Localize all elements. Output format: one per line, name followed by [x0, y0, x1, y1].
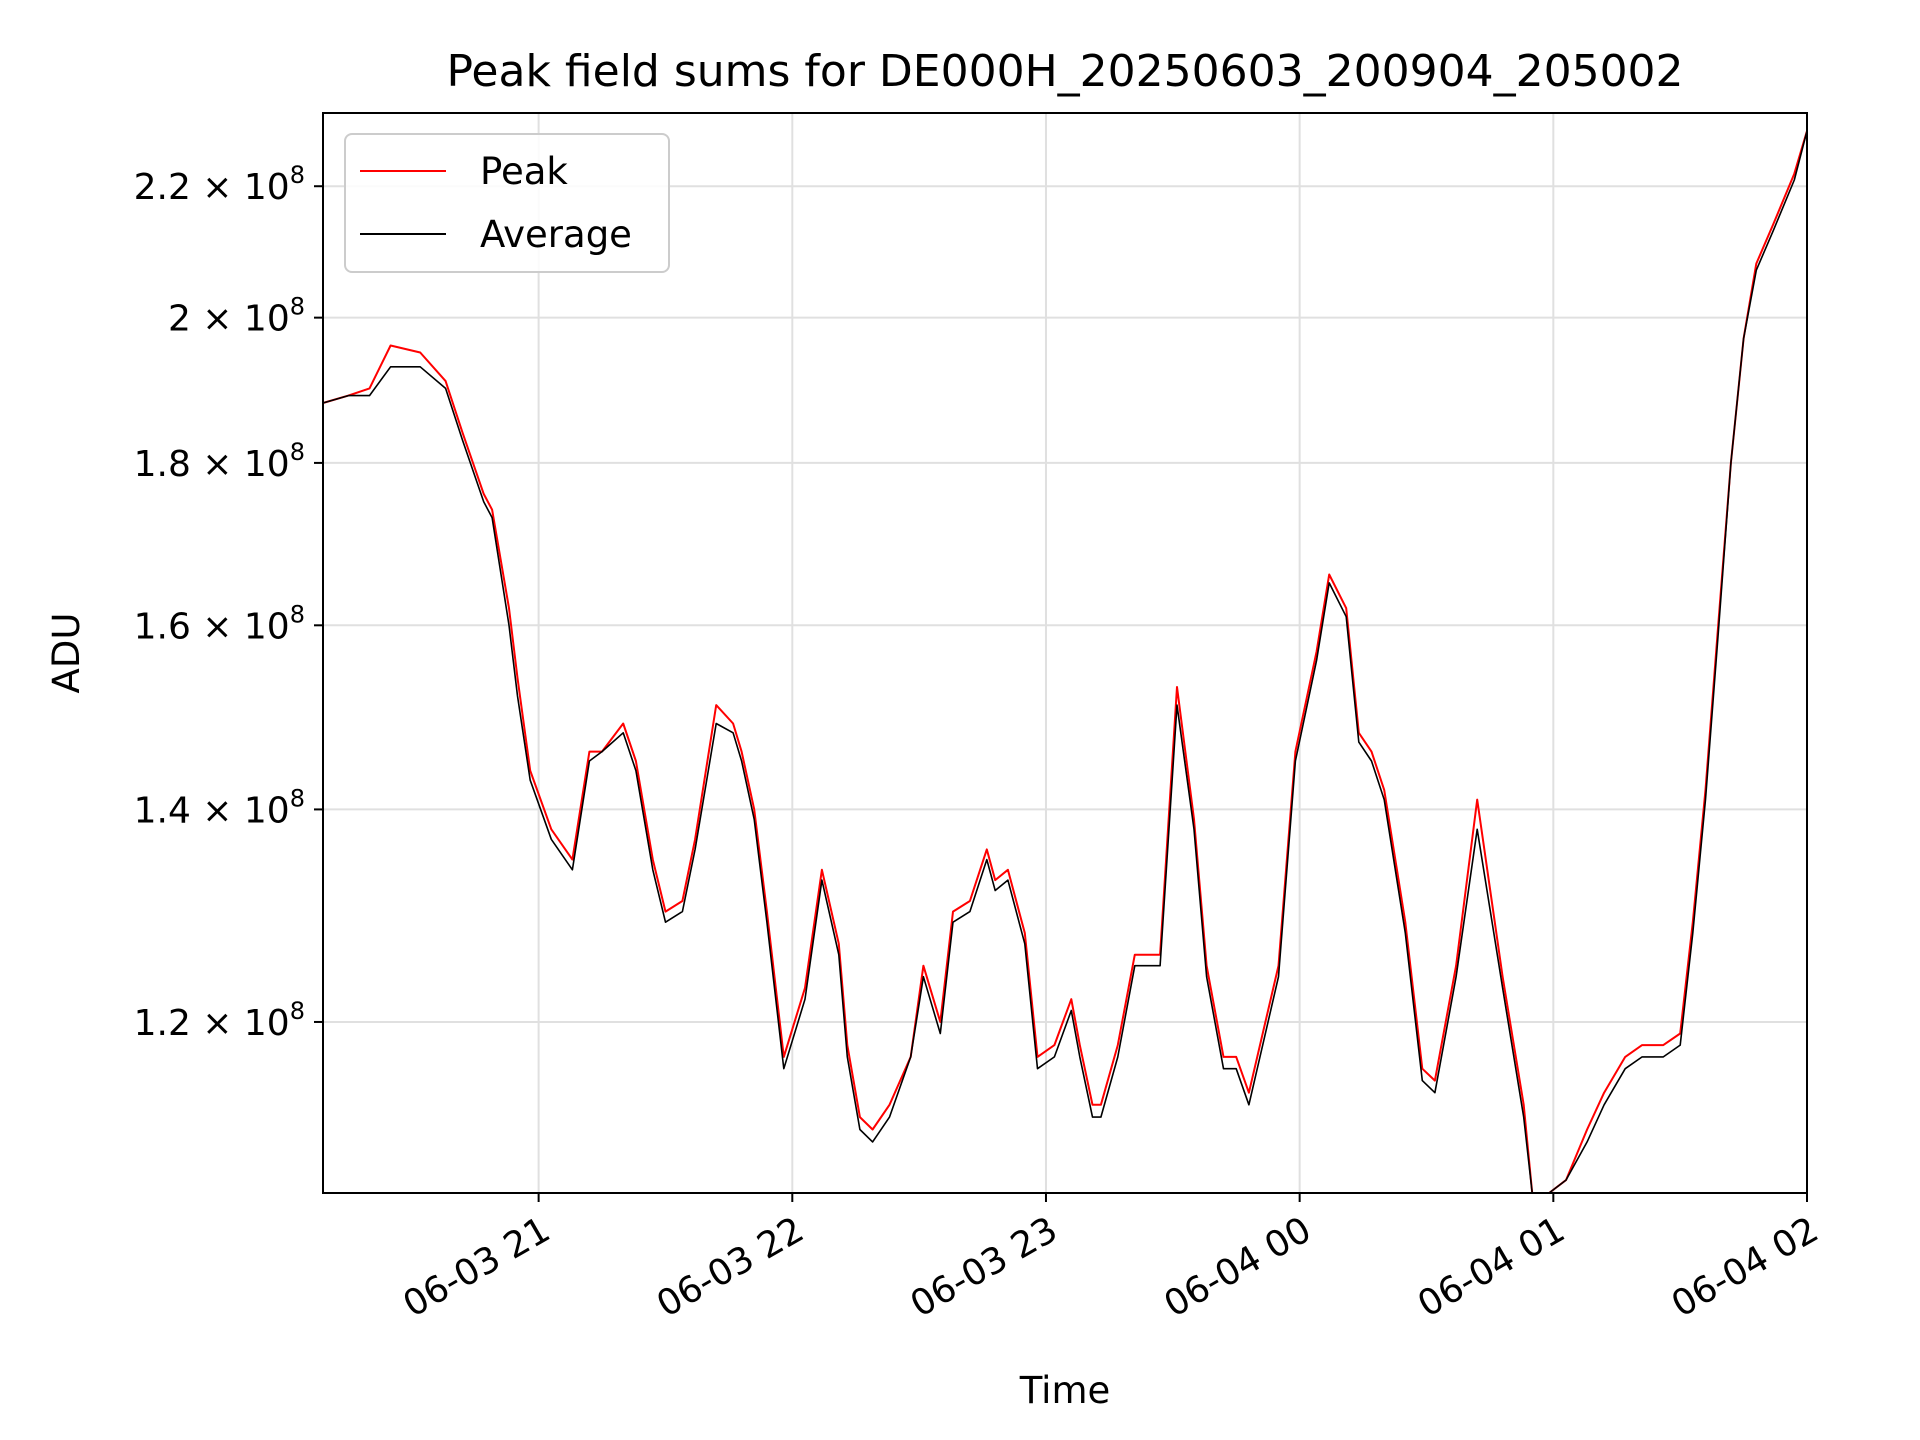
series-line-average: [322, 130, 1808, 1194]
x-axis-label: Time: [1019, 1369, 1111, 1412]
y-tick-label: 1.8 × 108: [134, 438, 305, 485]
y-tick-label: 1.6 × 108: [134, 600, 305, 647]
series-lines: [322, 130, 1808, 1194]
legend-label-average: Average: [480, 213, 632, 256]
plot-frame: [322, 112, 1808, 1194]
y-tick-label: 2 × 108: [168, 293, 305, 340]
legend-label-peak: Peak: [480, 150, 568, 193]
legend: Peak Average: [344, 133, 670, 273]
y-axis-label: ADU: [45, 613, 88, 694]
y-tick-label: 2.2 × 108: [134, 161, 305, 208]
legend-box: [344, 133, 670, 273]
chart-title: Peak field sums for DE000H_20250603_2009…: [446, 46, 1683, 97]
y-tick-label: 1.2 × 108: [134, 997, 305, 1044]
y-tick-label: 1.4 × 108: [134, 784, 305, 831]
